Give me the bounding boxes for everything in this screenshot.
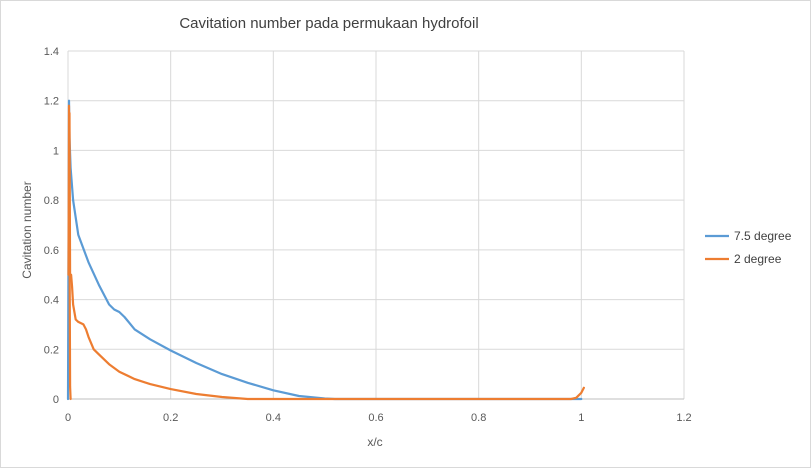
series-line-2 [67,104,72,401]
y-tick-label: 1.2 [44,96,59,108]
x-tick-label: 0.6 [368,412,383,424]
x-tick-label: 0.8 [471,412,486,424]
legend-label: 7.5 degree [734,229,792,243]
y-tick-label: 0.8 [44,195,59,207]
y-tick-label: 0 [53,394,59,406]
y-tick-label: 1.4 [44,46,59,58]
legend: 7.5 degree 2 degree [705,229,792,266]
y-axis-label: Cavitation number [20,181,34,278]
y-tick-label: 0.2 [44,344,59,356]
x-tick-label: 0 [65,412,71,424]
x-tick-label: 0.4 [266,412,281,424]
x-tick-label: 1 [578,412,584,424]
y-tick-label: 0.4 [44,295,59,307]
series-line-1 [67,112,585,401]
series-layer [66,99,585,401]
x-tick-label: 0.2 [163,412,178,424]
legend-label: 2 degree [734,252,782,266]
chart-title: Cavitation number pada permukaan hydrofo… [179,15,478,32]
y-tick-label: 1 [53,145,59,157]
tick-layer: 0 0.2 0.4 0.6 0.8 1 1.2 1.4 0 0.2 0.4 0.6 0.8 1 1.2 [44,46,692,424]
grid-layer [67,50,685,400]
y-tick-label: 0.6 [44,245,59,257]
x-axis-label: x/c [367,435,382,449]
x-tick-label: 1.2 [676,412,691,424]
